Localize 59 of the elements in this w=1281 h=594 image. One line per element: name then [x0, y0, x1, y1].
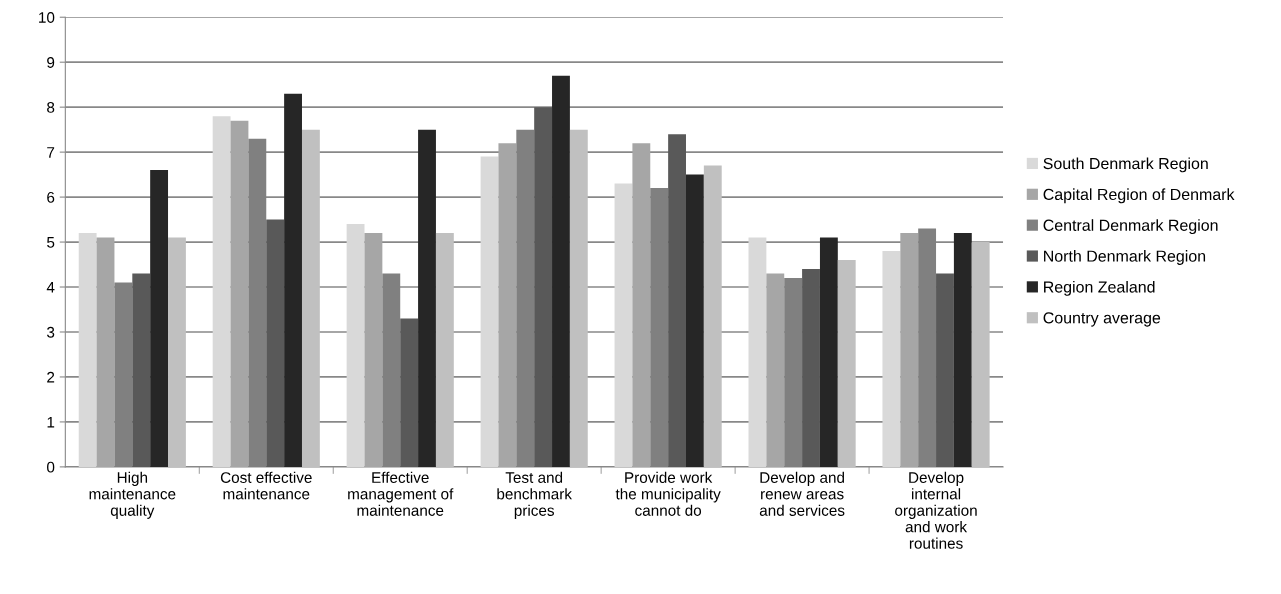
y-tick-label: 6: [47, 191, 55, 203]
bar: [284, 93, 302, 467]
bar: [480, 156, 499, 467]
x-tick-label: Develop internal organization and work routines: [895, 471, 977, 549]
bar: [534, 107, 553, 467]
bar: [668, 134, 686, 467]
bar: [802, 269, 820, 467]
x-tick-label: Provide work the municipality cannot do: [615, 471, 721, 516]
bar: [364, 233, 383, 467]
bar: [953, 233, 972, 467]
x-tick-label: Effective management of maintenance: [348, 471, 454, 516]
bar: [301, 129, 320, 467]
legend-label: Central Denmark Region: [1043, 219, 1218, 235]
legend-label: South Denmark Region: [1043, 157, 1208, 173]
bar: [632, 143, 651, 467]
bar: [936, 273, 954, 467]
y-tick-label: 4: [46, 282, 55, 293]
legend-label: Country average: [1043, 312, 1161, 327]
bar: [569, 129, 588, 467]
bar: [703, 165, 722, 467]
bar: [150, 170, 169, 467]
x-tick-label: Cost effective maintenance: [220, 471, 312, 500]
y-tick-label: 0: [47, 461, 55, 473]
y-tick-label: 5: [47, 237, 55, 248]
y-tick-label: 9: [47, 57, 55, 68]
y-tick-label: 10: [39, 12, 55, 23]
bar: [748, 237, 767, 467]
bar: [418, 129, 436, 467]
bar: [614, 183, 633, 467]
bar: [435, 233, 454, 467]
bar: [900, 233, 919, 467]
bar: [346, 224, 365, 467]
y-tick-label: 2: [47, 371, 55, 383]
bar: [230, 120, 249, 467]
x-tick-label: Develop and renew areas and services: [759, 471, 845, 516]
bar: [882, 251, 901, 467]
bar: [552, 75, 570, 467]
x-tick-label: High maintenance quality: [89, 471, 176, 519]
bar: [766, 273, 785, 467]
y-tick-label: 8: [47, 102, 55, 113]
bar: [971, 242, 990, 467]
bar: [498, 143, 517, 467]
y-tick-label: 3: [47, 326, 55, 338]
y-tick-label: 1: [47, 416, 55, 428]
bar: [266, 219, 285, 467]
bar: [168, 237, 186, 467]
x-tick-label: Test and benchmark prices: [497, 471, 572, 519]
bar: [837, 260, 856, 467]
y-tick-label: 7: [47, 147, 55, 158]
legend-label: North Denmark Region: [1044, 250, 1206, 265]
bar: [212, 116, 231, 467]
bar: [819, 237, 838, 467]
legend-label: Capital Region of Denmark: [1043, 188, 1235, 204]
bar: [685, 174, 704, 467]
bar: [96, 237, 115, 467]
bar: [132, 273, 151, 467]
bar: [400, 318, 419, 467]
legend-label: Region Zealand: [1044, 280, 1155, 296]
bar: [78, 233, 97, 467]
